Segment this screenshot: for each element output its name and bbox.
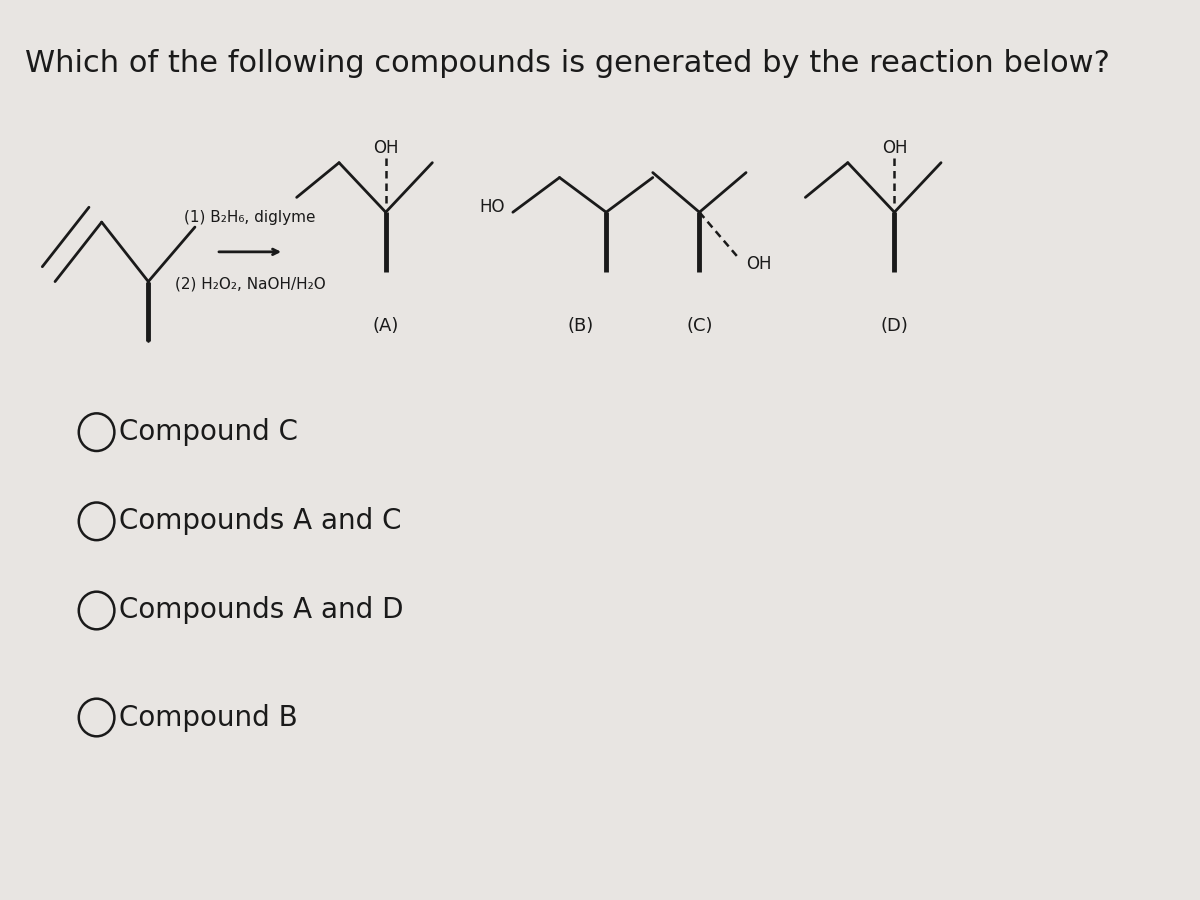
Text: (D): (D) xyxy=(881,317,908,335)
Text: OH: OH xyxy=(882,139,907,157)
Text: (1) B₂H₆, diglyme: (1) B₂H₆, diglyme xyxy=(185,210,316,225)
Text: Compounds A and D: Compounds A and D xyxy=(120,597,404,625)
Text: OH: OH xyxy=(746,255,772,273)
Text: Which of the following compounds is generated by the reaction below?: Which of the following compounds is gene… xyxy=(25,49,1110,77)
Text: Compounds A and C: Compounds A and C xyxy=(120,508,402,536)
Text: (C): (C) xyxy=(686,317,713,335)
Text: (2) H₂O₂, NaOH/H₂O: (2) H₂O₂, NaOH/H₂O xyxy=(175,276,325,291)
Text: HO: HO xyxy=(479,198,504,216)
Text: OH: OH xyxy=(373,139,398,157)
Text: Compound C: Compound C xyxy=(120,418,299,446)
Text: (B): (B) xyxy=(568,317,594,335)
Text: (A): (A) xyxy=(372,317,398,335)
Text: Compound B: Compound B xyxy=(120,704,299,732)
